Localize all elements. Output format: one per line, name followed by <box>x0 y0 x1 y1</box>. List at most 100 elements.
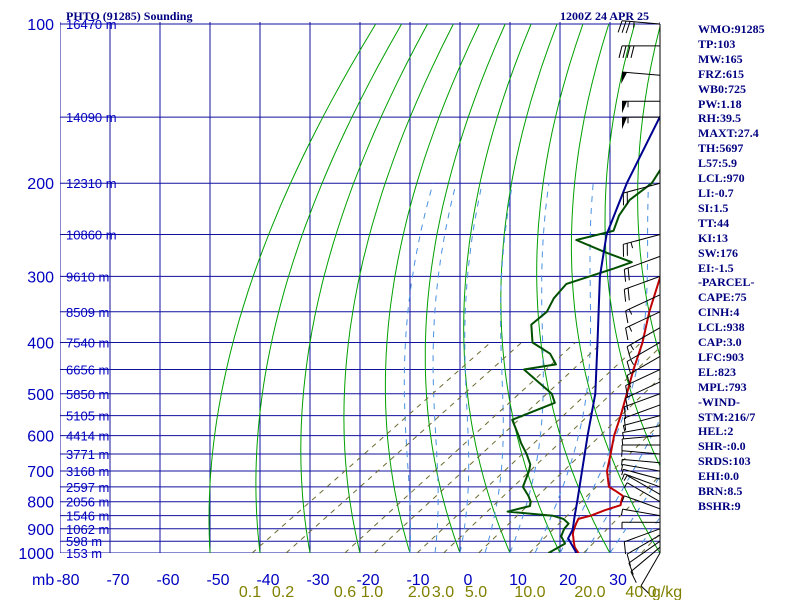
wind-barb <box>621 71 661 84</box>
mixing-ratio-line <box>344 342 576 553</box>
wind-barb <box>623 393 661 420</box>
index-row: FRZ:615 <box>698 66 744 81</box>
index-row: WMO:91285 <box>698 22 765 36</box>
temperature-tick-label: -50 <box>206 572 229 589</box>
pressure-unit-label: mb <box>32 572 54 589</box>
dry-adiabat-line <box>570 23 660 553</box>
wind-barb <box>623 528 661 555</box>
index-row: SHR-:0.0 <box>698 439 746 454</box>
moist-adiabat-line <box>634 516 660 553</box>
mixing-ratio-line <box>285 342 522 553</box>
wind-barb <box>623 482 661 503</box>
wind-barb <box>625 311 661 341</box>
indices-panel: WMO:91285 TP:103 MW:165 FRZ:615 WB0:725 PW:1.… <box>698 22 798 514</box>
moist-adiabat-line <box>432 183 457 553</box>
temperature-tick-label: 0 <box>464 572 473 589</box>
wind-barb <box>621 458 661 466</box>
wind-barb <box>621 521 661 529</box>
dry-adiabat-line <box>637 24 660 358</box>
wind-barb <box>622 234 661 257</box>
index-row: LFC:903 <box>698 349 744 364</box>
height-label: 10860 m <box>66 228 117 243</box>
index-row: SRDS:103 <box>698 454 751 469</box>
wind-barb <box>621 495 661 510</box>
height-label: 12310 m <box>66 176 117 191</box>
mixing-ratio-label: 5.0 <box>465 584 487 600</box>
moist-adiabat-line <box>584 418 660 553</box>
index-row: MPL:793 <box>698 379 747 394</box>
index-row: EHI:0.0 <box>698 469 740 484</box>
mixing-ratio-label: 0.1 <box>239 584 261 600</box>
temperature-tick-label: -70 <box>106 572 129 589</box>
mixing-ratio-label: g/kg <box>652 584 682 600</box>
height-label: 2056 m <box>66 495 109 510</box>
moist-adiabat-line <box>609 475 660 553</box>
index-row: BSHR:9 <box>698 499 741 513</box>
wind-barb <box>626 342 661 374</box>
temperature-tick-label: -80 <box>56 572 79 589</box>
pressure-tick-label: 600 <box>27 429 54 446</box>
pressure-tick-label: 100 <box>27 17 54 34</box>
moist-adiabat-line <box>534 183 594 553</box>
pressure-tick-label: 300 <box>27 269 54 286</box>
index-row: -PARCEL- <box>698 275 755 290</box>
index-row: PW:1.18 <box>698 96 742 111</box>
index-row: CAPE:75 <box>698 290 747 305</box>
wind-barb <box>623 255 661 282</box>
temperature-tick-label: 10 <box>509 572 527 589</box>
height-label: 7540 m <box>66 336 109 351</box>
mixing-ratio-label: 1.0 <box>361 584 383 600</box>
temperature-tick-label: -10 <box>406 572 429 589</box>
wind-barb <box>621 464 661 472</box>
index-row: EI:-1.5 <box>698 260 734 275</box>
pressure-tick-label: 800 <box>27 495 54 512</box>
dry-adiabat-line <box>255 23 403 553</box>
index-row: RH:39.5 <box>698 111 741 126</box>
index-row: TP:103 <box>698 36 736 51</box>
index-row: LCL:938 <box>698 320 745 335</box>
height-label: 9610 m <box>66 269 109 284</box>
chart-title: PHTO (91285) Sounding <box>66 9 192 23</box>
wind-barb <box>621 435 661 445</box>
index-row: MAXT:27.4 <box>698 126 759 141</box>
wind-barb <box>617 20 661 34</box>
dry-adiabat-line <box>384 23 480 553</box>
wind-barb <box>618 45 661 59</box>
height-label: 3168 m <box>66 464 109 479</box>
mixing-ratio-label: 10.0 <box>514 584 545 600</box>
dry-adiabat-line <box>208 23 377 553</box>
height-label: 4414 m <box>66 429 109 444</box>
index-row: CINH:4 <box>698 305 740 320</box>
moist-adiabat-line <box>559 183 649 553</box>
mixing-ratio-label: 0.6 <box>334 584 356 600</box>
temperature-tick-label: 20 <box>559 572 577 589</box>
height-label: 6656 m <box>66 363 109 378</box>
temperature-tick-label: -60 <box>156 572 179 589</box>
background-grid <box>60 22 660 553</box>
chart-datetime: 1200Z 24 APR 25 <box>560 9 649 23</box>
mixing-ratio-label: 40.0 <box>625 584 656 600</box>
wind-barb <box>625 294 661 324</box>
wind-barb <box>622 415 661 432</box>
wind-barb <box>621 473 661 488</box>
wind-barb <box>625 381 661 411</box>
height-label: 1546 m <box>66 509 109 524</box>
wind-barb <box>621 116 661 130</box>
index-row: MW:165 <box>698 51 743 66</box>
wind-barb <box>626 327 661 359</box>
dry-adiabat-line <box>424 23 506 553</box>
wind-barb <box>628 540 661 575</box>
temperature-profile-line <box>571 273 660 553</box>
mixing-ratio-line <box>251 342 491 553</box>
pressure-tick-label: 700 <box>27 464 54 481</box>
mixing-ratio-label: 2.0 <box>408 584 430 600</box>
pressure-tick-label: 1000 <box>18 546 54 563</box>
height-label: 153 m <box>66 546 102 561</box>
mixing-ratio-line <box>416 342 642 553</box>
index-row: KI:13 <box>698 230 728 245</box>
wind-barb <box>626 534 661 567</box>
pressure-tick-label: 900 <box>27 522 54 539</box>
wind-barb <box>621 508 661 517</box>
